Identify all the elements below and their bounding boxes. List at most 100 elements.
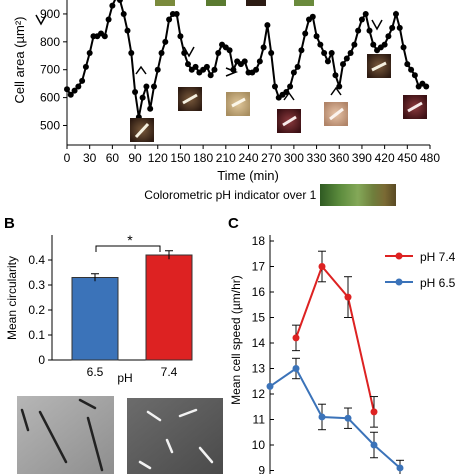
a-y-tick-label: 600	[40, 91, 60, 105]
series-point	[370, 408, 378, 416]
c-y-tick-label: 14	[252, 336, 266, 350]
cell-area-point	[332, 72, 339, 79]
cell-area-point	[366, 27, 373, 34]
c-y-tick-label: 13	[252, 362, 266, 376]
a-x-tick-label: 30	[83, 151, 97, 165]
c-series	[266, 250, 404, 474]
legend-marker-ph-6-5	[395, 278, 403, 286]
c-y-tick-label: 9	[258, 464, 265, 474]
cell-area-point	[340, 61, 347, 68]
cell-area-point	[343, 55, 350, 62]
cell-area-point	[158, 49, 165, 56]
legend-label-ph-7-4: pH 7.4	[420, 250, 456, 264]
cell-thumbnail-image	[294, 0, 314, 6]
cell-area-point	[347, 49, 354, 56]
cell-area-point	[215, 49, 222, 56]
cell-area-point	[173, 10, 180, 17]
cell-area-point	[404, 61, 411, 68]
cell-area-point	[362, 10, 369, 17]
arrowhead-up	[330, 86, 342, 96]
cell-area-point	[120, 10, 127, 17]
cell-area-point	[71, 87, 78, 94]
cell-area-point	[116, 0, 123, 3]
micrograph-ph-7-4	[127, 398, 223, 474]
a-x-ticks: 0 30 60 90 120 150 180 210 240 270 300 330 360 390 420…	[64, 145, 440, 165]
cell-area-point	[124, 27, 131, 34]
c-y-axis-label: Mean cell speed (µm/hr)	[229, 275, 243, 405]
cell-area-point	[385, 33, 392, 40]
cell-area-point	[256, 58, 263, 65]
cell-thumbnail-image	[277, 109, 301, 133]
cell-thumbnail-image	[155, 0, 175, 6]
b-x-tick-label: 7.4	[161, 365, 178, 379]
b-y-tick-label: 0.2	[28, 303, 45, 317]
cell-thumbnail-image	[206, 0, 226, 6]
legend-label-ph-6-5: pH 6.5	[420, 276, 456, 290]
series-point	[370, 441, 378, 449]
cell-area-point	[298, 47, 305, 54]
cell-area-point	[241, 58, 248, 65]
panel-b-label: B	[4, 215, 15, 232]
a-x-tick-label: 300	[284, 151, 304, 165]
arrowhead-up	[135, 65, 147, 75]
cell-area-point	[128, 49, 135, 56]
a-y-axis-label: Cell area (µm²)	[12, 17, 27, 104]
cell-area-point	[105, 16, 112, 23]
a-x-tick-label: 240	[238, 151, 258, 165]
cell-thumbnail-image	[324, 102, 348, 126]
cell-area-point	[79, 77, 86, 84]
cell-area-point	[185, 61, 191, 68]
panel-c-label: C	[228, 215, 239, 232]
series-point	[292, 334, 300, 342]
cell-area-point	[336, 83, 343, 90]
cell-thumbnail-image	[403, 95, 427, 119]
c-y-tick-label: 11	[253, 413, 266, 427]
legend: pH 7.4 pH 6.5	[385, 250, 456, 290]
cell-area-point	[396, 24, 403, 31]
b-y-ticks: 0 0.1 0.2 0.3 0.4	[28, 253, 52, 367]
a-x-tick-label: 330	[307, 151, 327, 165]
b-bars: 6.5 7.4	[71, 250, 193, 379]
cell-area-point	[408, 66, 415, 73]
b-y-tick-label: 0.1	[28, 328, 45, 342]
series-point	[396, 464, 404, 472]
c-y-tick-label: 16	[252, 285, 266, 299]
cell-area-point	[392, 10, 399, 17]
c-y-tick-label: 15	[252, 311, 266, 325]
a-x-axis-label: Time (min)	[217, 168, 279, 183]
cell-area-point	[147, 105, 154, 112]
series-point	[344, 414, 352, 422]
cell-area-point	[226, 47, 233, 54]
arrowhead-down	[35, 14, 47, 26]
c-y-tick-label: 10	[252, 438, 266, 452]
cell-area-point	[328, 49, 335, 56]
bar-ph-6-5	[71, 277, 119, 361]
b-y-axis-label: Mean circularity	[5, 256, 19, 340]
cell-area-point	[358, 16, 365, 23]
cell-area-point	[290, 69, 297, 76]
panel-c: C 9 10 11 12 13 14 15 16 17 18 Mean cell speed (µ…	[228, 215, 456, 474]
arrowhead-right	[225, 67, 239, 77]
cell-area-point	[317, 41, 324, 48]
ph-indicator-strip	[320, 184, 396, 206]
cell-area-point	[177, 33, 184, 40]
cell-thumbnail-image	[178, 87, 202, 111]
series-point	[344, 293, 352, 301]
a-y-tick-label: 500	[40, 118, 60, 132]
cell-area-point	[211, 66, 218, 73]
cell-area-point	[154, 66, 161, 73]
cell-area-point	[192, 63, 199, 70]
c-y-tick-label: 12	[252, 387, 266, 401]
cell-area-point	[287, 83, 294, 90]
series-point	[266, 382, 274, 390]
a-x-tick-label: 360	[329, 151, 349, 165]
legend-marker-ph-7-4	[395, 252, 403, 260]
a-x-tick-label: 60	[106, 151, 120, 165]
b-x-tick-label: 6.5	[87, 365, 104, 379]
a-x-tick-label: 420	[375, 151, 395, 165]
cell-area-point	[67, 91, 74, 98]
cell-area-arrowheads	[35, 14, 383, 101]
series-point	[318, 263, 326, 270]
